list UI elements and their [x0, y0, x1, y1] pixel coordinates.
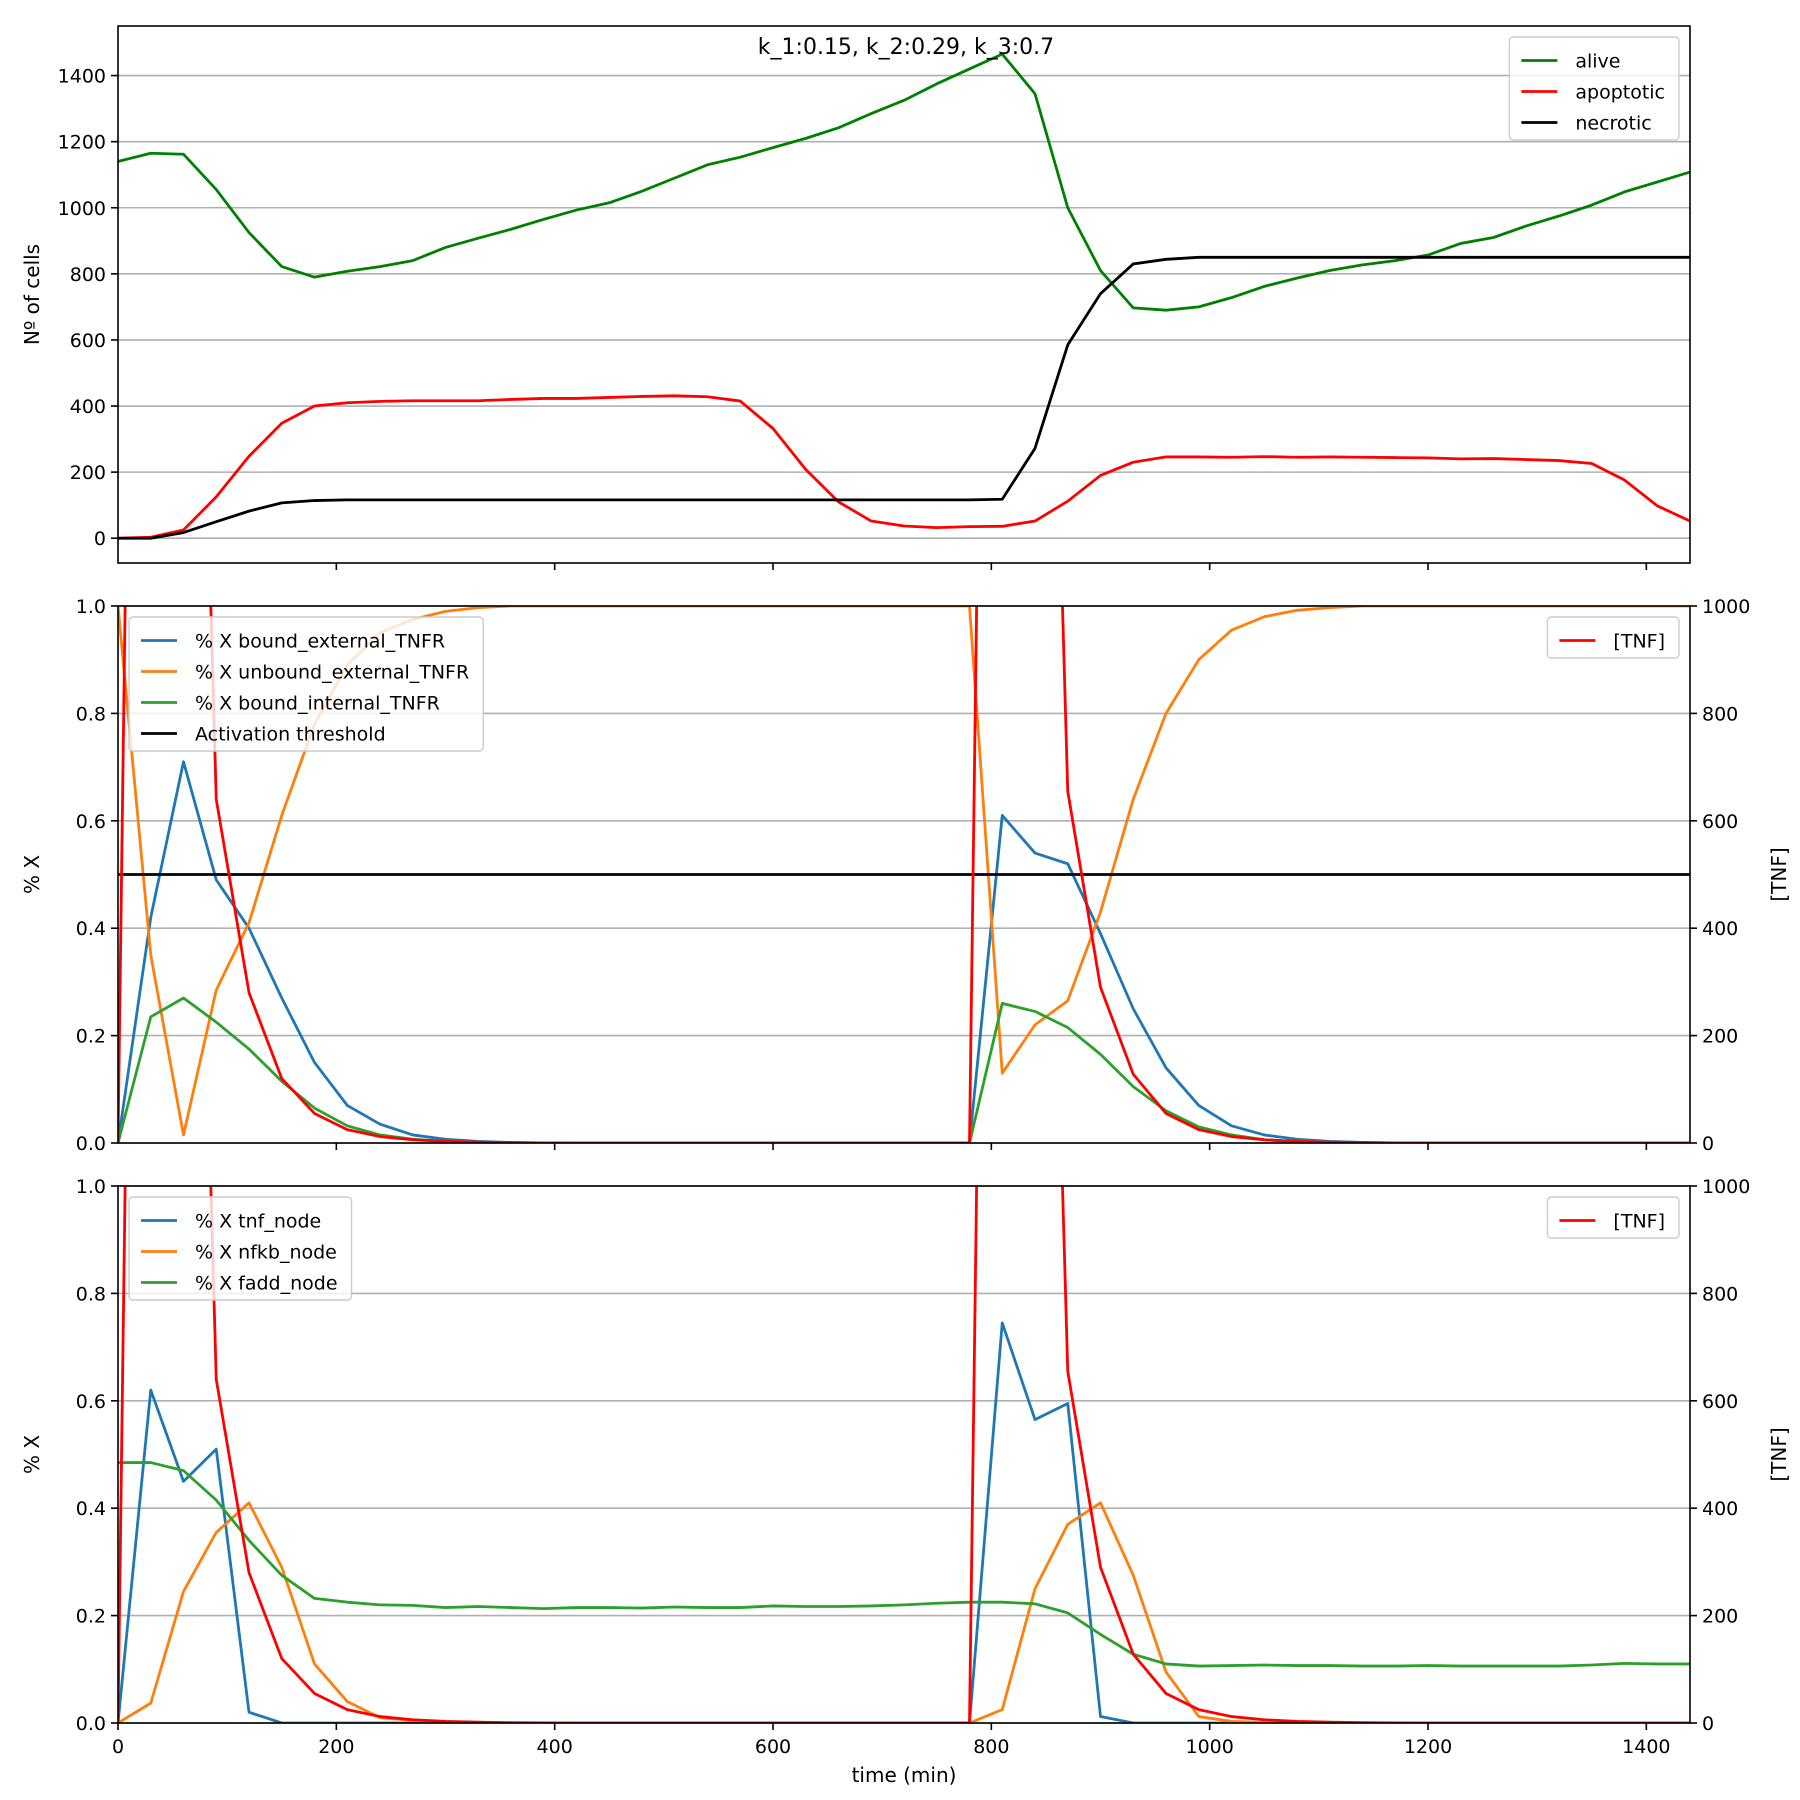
series-line-0: [118, 52, 1690, 312]
y-tick-label: 0.6: [76, 1391, 106, 1413]
y-tick-label: 0.8: [76, 703, 106, 725]
series-line-0: [118, 760, 1690, 1143]
legend-box: [1546, 616, 1680, 659]
series-line-1: [118, 394, 1690, 540]
y2-axis-label: [TNF]: [1767, 847, 1791, 901]
y-tick-label: 0.2: [76, 1026, 106, 1048]
panel-1: 0 200 400 600 800 1000 1200 1400 Nº of cells k_1:…: [20, 25, 1691, 570]
y2-tick-label: 600: [1702, 811, 1738, 833]
y2-tick-label: 0: [1702, 1713, 1714, 1735]
y-axis-label: Nº of cells: [20, 244, 44, 345]
legend-label: alive: [1575, 51, 1620, 73]
y-tick-label: 1400: [58, 66, 106, 88]
y2-tick-label: 1000: [1702, 596, 1750, 618]
series-line-0: [118, 1321, 1690, 1723]
legend: alive apoptotic necrotic: [1508, 36, 1680, 141]
y-tick-label: 200: [70, 462, 106, 484]
axes-frame: [117, 605, 1691, 1144]
legend-box: [1546, 1196, 1680, 1239]
y2-tick-label: 400: [1702, 1498, 1738, 1520]
y-tick-label: 600: [70, 330, 106, 352]
legend-label: % X unbound_external_TNFR: [195, 662, 469, 684]
legend: [TNF]: [1546, 616, 1680, 659]
legend-box: [1508, 36, 1680, 141]
y2-axis-label: [TNF]: [1767, 1427, 1791, 1481]
legend-label: % X bound_external_TNFR: [195, 631, 445, 653]
series-line-2: [118, 996, 1690, 1143]
x-axis-label: time (min): [852, 1763, 957, 1787]
y2-tick-label: 1000: [1702, 1176, 1750, 1198]
legend-label: % X bound_internal_TNFR: [195, 693, 440, 715]
y2-tick-label: 800: [1702, 703, 1738, 725]
x-tick-label: 0: [112, 1736, 124, 1758]
x-tick-label: 400: [537, 1736, 573, 1758]
legend-label: necrotic: [1575, 113, 1651, 135]
legend: % X bound_external_TNFR % X unbound_exter…: [128, 616, 484, 752]
legend: [TNF]: [1546, 1196, 1680, 1239]
legend-label: [TNF]: [1613, 631, 1665, 653]
y2-tick-label: 600: [1702, 1391, 1738, 1413]
y-tick-label: 0.2: [76, 1606, 106, 1628]
legend-label: % X nfkb_node: [195, 1242, 337, 1264]
legend-label: [TNF]: [1613, 1211, 1665, 1233]
legend-label: % X tnf_node: [195, 1211, 321, 1233]
legend-box: [128, 1196, 353, 1301]
y-tick-label: 1.0: [76, 596, 106, 618]
y-tick-label: 1200: [58, 132, 106, 154]
y-tick-label: 1.0: [76, 1176, 106, 1198]
series-line-2: [118, 1461, 1690, 1668]
legend-box: [128, 616, 484, 752]
y-tick-label: 0: [94, 528, 106, 550]
series-line-s2-0: [118, 606, 1690, 1143]
legend-label: apoptotic: [1575, 82, 1665, 104]
x-tick-label: 1400: [1622, 1736, 1670, 1758]
x-tick-label: 1000: [1185, 1736, 1233, 1758]
y2-tick-label: 800: [1702, 1283, 1738, 1305]
y2-tick-label: 400: [1702, 918, 1738, 940]
y-tick-label: 0.4: [76, 918, 106, 940]
legend-label: Activation threshold: [195, 724, 386, 746]
y2-tick-label: 200: [1702, 1026, 1738, 1048]
chart-title: k_1:0.15, k_2:0.29, k_3:0.7: [758, 35, 1054, 60]
y-tick-label: 800: [70, 264, 106, 286]
series-line-2: [118, 255, 1690, 540]
y-tick-label: 400: [70, 396, 106, 418]
axes-frame: [117, 1185, 1691, 1724]
panel-2: 0.0 0.2 0.4 0.6 0.8 1.0 0 200 400 600 800 1000 % X [T…: [20, 596, 1791, 1155]
y-tick-label: 1000: [58, 198, 106, 220]
legend: % X tnf_node % X nfkb_node % X fadd_node: [128, 1196, 353, 1301]
panel-3: 0.0 0.2 0.4 0.6 0.8 1.0 0 200 400 600 800 1000 0 200 4…: [20, 1176, 1791, 1787]
x-tick-label: 200: [318, 1736, 354, 1758]
y-tick-label: 0.4: [76, 1498, 106, 1520]
x-tick-label: 600: [755, 1736, 791, 1758]
series-line-s2-0: [118, 1186, 1690, 1723]
x-tick-label: 1200: [1404, 1736, 1452, 1758]
x-tick-label: 800: [973, 1736, 1009, 1758]
y-axis-label: % X: [20, 1435, 44, 1474]
legend-label: % X fadd_node: [195, 1273, 338, 1295]
y2-tick-label: 200: [1702, 1606, 1738, 1628]
y-axis-label: % X: [20, 855, 44, 894]
y-tick-label: 0.0: [76, 1713, 106, 1735]
axes-frame: [117, 25, 1691, 564]
y2-tick-label: 0: [1702, 1133, 1714, 1155]
y-tick-label: 0.0: [76, 1133, 106, 1155]
y-tick-label: 0.6: [76, 811, 106, 833]
series-line-1: [118, 1501, 1690, 1723]
y-tick-label: 0.8: [76, 1283, 106, 1305]
